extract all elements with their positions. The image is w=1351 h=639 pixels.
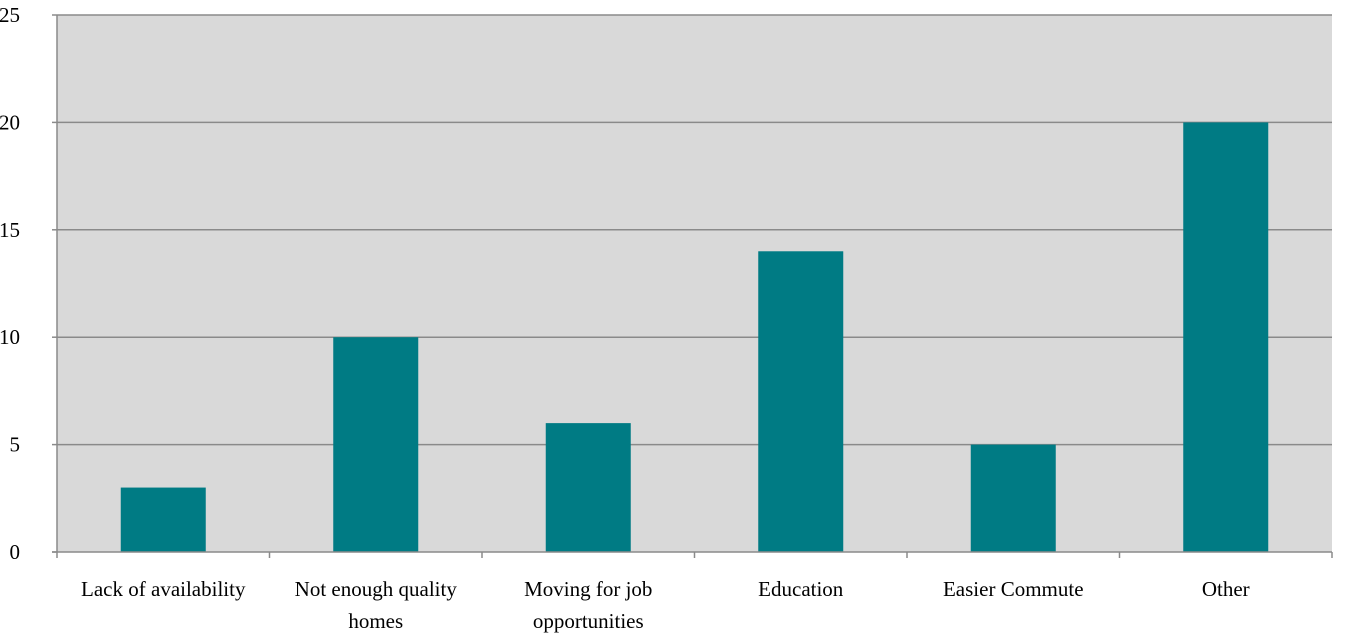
bar <box>758 251 844 552</box>
plot-area <box>57 15 1332 552</box>
bar <box>120 487 206 552</box>
y-tick-label: 10 <box>0 325 20 349</box>
bar <box>1183 122 1269 553</box>
y-tick-label: 15 <box>0 218 20 242</box>
x-tick-label: Lack of availability <box>81 577 246 601</box>
bar <box>333 337 419 552</box>
bar <box>970 444 1056 552</box>
y-tick-label: 20 <box>0 110 20 134</box>
y-tick-label: 0 <box>10 540 21 564</box>
x-tick-label: Not enough quality homes <box>295 577 458 633</box>
x-tick-label: Other <box>1202 577 1250 601</box>
y-tick-label: 5 <box>10 433 21 457</box>
x-tick-label: Education <box>758 577 844 601</box>
bar <box>545 423 631 552</box>
y-tick-label: 25 <box>0 3 20 27</box>
x-tick-label: Moving for job opportunities <box>524 577 652 633</box>
x-tick-label: Easier Commute <box>943 577 1084 601</box>
